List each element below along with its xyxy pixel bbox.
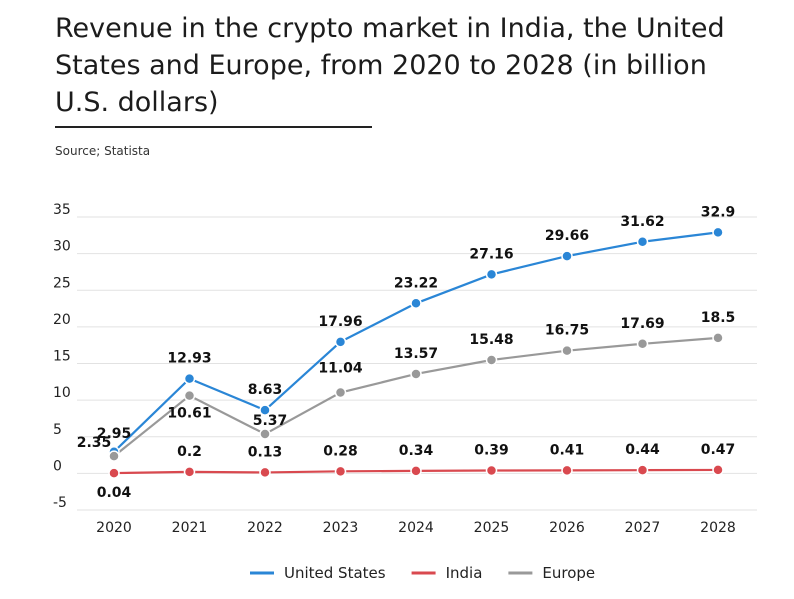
y-tick-label: 5 <box>53 422 62 438</box>
data-point <box>561 250 573 262</box>
x-tick-label: 2027 <box>625 520 661 536</box>
data-label: 0.47 <box>701 442 736 458</box>
y-tick-label: 10 <box>53 385 71 401</box>
data-label: 17.96 <box>318 314 362 330</box>
chart-title: Revenue in the crypto market in India, t… <box>55 13 725 118</box>
data-point <box>259 404 271 416</box>
x-tick-label: 2026 <box>549 520 585 536</box>
data-point <box>712 464 724 476</box>
data-point <box>108 467 120 479</box>
data-point <box>259 466 271 479</box>
data-point <box>108 450 120 462</box>
data-label: 0.34 <box>399 443 434 459</box>
y-tick-label: 20 <box>53 312 71 328</box>
legend: United States India Europe <box>250 564 595 582</box>
y-tick-label: 15 <box>53 349 71 365</box>
data-label: 31.62 <box>620 214 664 230</box>
data-label: 8.63 <box>248 382 283 398</box>
data-label: 0.04 <box>97 485 132 501</box>
data-point <box>259 428 271 440</box>
legend-label: India <box>446 564 483 582</box>
data-point <box>410 297 422 310</box>
data-label: 0.13 <box>248 444 283 460</box>
data-point <box>183 389 196 402</box>
x-tick-label: 2024 <box>398 520 434 536</box>
x-tick-label: 2025 <box>474 520 510 536</box>
data-label: 2.35 <box>77 435 112 451</box>
data-label: 0.28 <box>323 443 358 459</box>
data-point <box>712 332 724 344</box>
legend-label: Europe <box>542 564 595 582</box>
data-labels: 2.95 12.93 8.63 17.96 23.22 27.16 29.66 31.62 32… <box>77 204 736 501</box>
data-label: 16.75 <box>545 323 589 339</box>
source-note: Source; Statista <box>55 144 151 158</box>
title-underline <box>55 126 372 128</box>
data-label: 0.44 <box>625 442 660 458</box>
data-point <box>485 464 498 477</box>
data-point <box>410 465 422 477</box>
y-tick-label: 0 <box>53 458 62 474</box>
y-axis-ticks: -5 0 5 10 15 20 25 30 35 <box>53 202 71 511</box>
data-point <box>183 466 196 478</box>
data-label: 11.04 <box>318 361 363 377</box>
data-label: 0.41 <box>550 442 585 458</box>
data-point <box>561 344 573 357</box>
data-label: 15.48 <box>469 332 513 348</box>
data-point <box>712 226 724 239</box>
data-label: 12.93 <box>167 351 211 367</box>
data-point <box>334 386 347 399</box>
y-tick-label: -5 <box>53 495 67 511</box>
data-point <box>334 336 347 348</box>
data-point <box>410 368 422 380</box>
data-label: 23.22 <box>394 275 438 291</box>
y-tick-label: 35 <box>53 202 71 218</box>
x-tick-label: 2028 <box>700 520 736 536</box>
series-points <box>108 226 724 479</box>
data-point <box>183 372 196 385</box>
data-label: 13.57 <box>394 346 438 362</box>
legend-label: United States <box>284 564 386 582</box>
data-label: 0.39 <box>474 443 509 459</box>
x-tick-label: 2020 <box>96 520 132 536</box>
x-axis-ticks: 2020 2021 2022 2023 2024 2025 2026 2027 2028 <box>96 520 736 536</box>
data-label: 2.95 <box>97 426 132 442</box>
data-point <box>334 465 347 478</box>
data-point <box>561 464 573 477</box>
data-label: 27.16 <box>469 246 513 262</box>
data-label: 18.5 <box>701 310 736 326</box>
x-tick-label: 2021 <box>172 520 208 536</box>
data-label: 17.69 <box>620 316 664 332</box>
y-tick-label: 25 <box>53 275 71 291</box>
data-point <box>485 268 498 281</box>
y-tick-label: 30 <box>53 239 71 255</box>
data-label: 10.61 <box>167 406 211 422</box>
data-point <box>636 338 649 350</box>
x-tick-label: 2022 <box>247 520 283 536</box>
x-tick-label: 2023 <box>323 520 359 536</box>
data-label: 5.37 <box>253 413 288 429</box>
data-label: 32.9 <box>701 204 736 220</box>
data-point <box>485 354 498 366</box>
data-label: 0.2 <box>177 444 202 460</box>
data-label: 29.66 <box>545 228 589 244</box>
data-point <box>636 236 649 248</box>
data-point <box>636 464 649 476</box>
